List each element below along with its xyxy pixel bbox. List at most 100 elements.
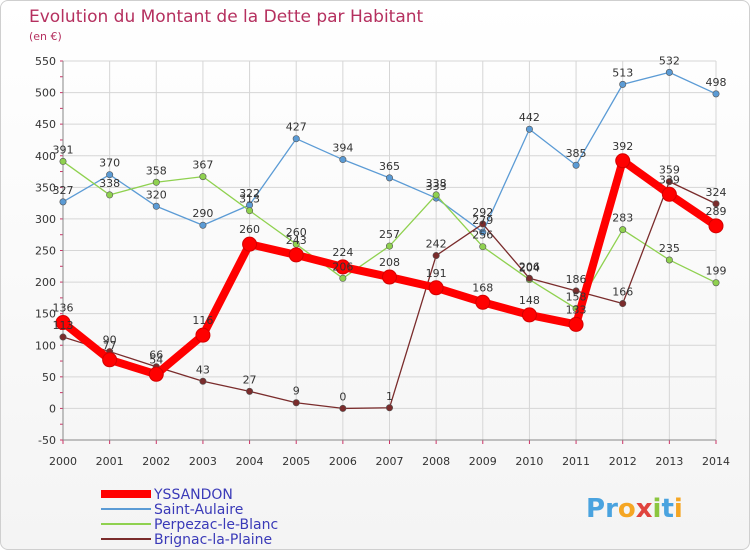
y-tick-label: 200 <box>35 276 56 289</box>
y-tick-label: 150 <box>35 308 56 321</box>
data-label-perpezac-le-blanc: 283 <box>612 212 633 225</box>
x-tick-label: 2004 <box>236 455 264 468</box>
data-label-perpezac-le-blanc: 358 <box>146 164 167 177</box>
data-label-yssandon: 136 <box>53 302 74 315</box>
y-tick-label: -50 <box>38 434 56 447</box>
data-point-saint-aulaire <box>479 228 487 236</box>
data-point-perpezac-le-blanc <box>59 157 67 165</box>
data-label-perpezac-le-blanc: 257 <box>379 228 400 241</box>
data-label-perpezac-le-blanc: 199 <box>706 265 727 278</box>
data-label-brignac-la-plaine: 292 <box>472 206 493 219</box>
data-point-brignac-la-plaine <box>479 220 487 228</box>
data-label-perpezac-le-blanc: 313 <box>239 193 260 206</box>
data-label-yssandon: 260 <box>239 223 260 236</box>
data-label-yssandon: 339 <box>659 173 680 186</box>
data-label-brignac-la-plaine: 206 <box>519 260 540 273</box>
logo-r: r <box>605 494 618 524</box>
data-point-perpezac-le-blanc <box>619 226 627 234</box>
data-label-perpezac-le-blanc: 256 <box>472 229 493 242</box>
x-tick-label: 2008 <box>422 455 450 468</box>
chart-title: Evolution du Montant de la Dette par Hab… <box>29 7 424 27</box>
logo-text: Proxiti <box>586 494 683 524</box>
data-point-brignac-la-plaine <box>385 404 393 412</box>
data-point-perpezac-le-blanc <box>665 256 673 264</box>
x-tick-label: 2006 <box>329 455 357 468</box>
data-point-yssandon <box>55 315 71 331</box>
data-point-brignac-la-plaine <box>432 252 440 260</box>
data-label-yssandon: 289 <box>706 205 727 218</box>
data-point-saint-aulaire <box>199 221 207 229</box>
y-tick-label: 350 <box>35 181 56 194</box>
data-point-brignac-la-plaine <box>59 333 67 341</box>
data-label-saint-aulaire: 279 <box>472 214 493 227</box>
data-label-saint-aulaire: 427 <box>286 121 307 134</box>
x-tick-label: 2014 <box>702 455 730 468</box>
data-label-yssandon: 392 <box>612 140 633 153</box>
data-label-saint-aulaire: 370 <box>99 157 120 170</box>
data-label-yssandon: 54 <box>149 353 163 366</box>
data-label-brignac-la-plaine: 324 <box>706 186 727 199</box>
data-point-perpezac-le-blanc <box>385 242 393 250</box>
data-point-saint-aulaire <box>292 135 300 143</box>
data-point-saint-aulaire <box>106 171 114 179</box>
data-point-saint-aulaire <box>339 156 347 164</box>
data-label-yssandon: 116 <box>192 314 213 327</box>
data-point-yssandon <box>661 186 677 202</box>
data-label-perpezac-le-blanc: 260 <box>286 226 307 239</box>
legend-label-yssandon: YSSANDON <box>153 487 233 503</box>
legend: YSSANDONSaint-AulairePerpezac-le-BlancBr… <box>101 487 278 548</box>
logo-o: o <box>618 494 636 524</box>
data-label-perpezac-le-blanc: 391 <box>53 143 74 156</box>
data-point-saint-aulaire <box>385 174 393 182</box>
data-point-perpezac-le-blanc <box>106 191 114 199</box>
data-label-perpezac-le-blanc: 204 <box>519 262 540 275</box>
data-point-yssandon <box>288 247 304 263</box>
proxiti-logo: Proxiti <box>586 494 683 524</box>
x-tick-label: 2013 <box>655 455 683 468</box>
data-label-brignac-la-plaine: 90 <box>103 334 117 347</box>
data-point-perpezac-le-blanc <box>152 178 160 186</box>
data-label-saint-aulaire: 442 <box>519 111 540 124</box>
x-tick-label: 2002 <box>142 455 170 468</box>
x-tick-label: 2003 <box>189 455 217 468</box>
data-point-perpezac-le-blanc <box>432 191 440 199</box>
data-point-yssandon <box>568 316 584 332</box>
data-point-saint-aulaire <box>665 68 673 76</box>
data-point-yssandon <box>475 294 491 310</box>
data-label-yssandon: 243 <box>286 234 307 247</box>
data-label-brignac-la-plaine: 43 <box>196 363 210 376</box>
data-label-brignac-la-plaine: 27 <box>243 373 257 386</box>
data-point-brignac-la-plaine <box>246 387 254 395</box>
data-label-saint-aulaire: 290 <box>192 207 213 220</box>
data-label-saint-aulaire: 394 <box>332 142 353 155</box>
y-tick-label: 300 <box>35 213 56 226</box>
data-label-perpezac-le-blanc: 206 <box>332 260 353 273</box>
data-label-saint-aulaire: 327 <box>53 184 74 197</box>
data-label-brignac-la-plaine: 66 <box>149 349 163 362</box>
data-label-saint-aulaire: 385 <box>566 147 587 160</box>
data-label-saint-aulaire: 322 <box>239 187 260 200</box>
y-tick-label: 50 <box>42 371 56 384</box>
data-point-perpezac-le-blanc <box>246 207 254 215</box>
legend-label-perpezac-le-blanc: Perpezac-le-Blanc <box>154 517 278 533</box>
data-point-saint-aulaire <box>572 161 580 169</box>
data-label-saint-aulaire: 532 <box>659 54 680 67</box>
data-label-perpezac-le-blanc: 235 <box>659 242 680 255</box>
logo-i2: i <box>674 494 683 524</box>
data-point-brignac-la-plaine <box>339 404 347 412</box>
data-label-yssandon: 77 <box>103 339 117 352</box>
logo-t: t <box>661 494 673 524</box>
data-label-perpezac-le-blanc: 158 <box>566 291 587 304</box>
y-tick-label: 100 <box>35 339 56 352</box>
y-tick-label: 500 <box>35 87 56 100</box>
chart-subtitle: (en €) <box>29 30 62 43</box>
data-point-yssandon <box>148 366 164 382</box>
data-point-brignac-la-plaine <box>199 377 207 385</box>
x-tick-label: 2012 <box>609 455 637 468</box>
data-label-yssandon: 148 <box>519 294 540 307</box>
data-point-perpezac-le-blanc <box>339 274 347 282</box>
data-point-saint-aulaire <box>59 198 67 206</box>
x-tick-label: 2010 <box>515 455 543 468</box>
data-point-yssandon <box>382 269 397 285</box>
